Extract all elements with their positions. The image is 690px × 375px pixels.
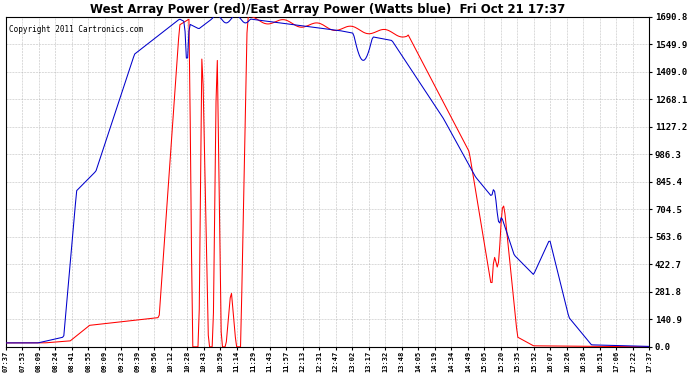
Text: Copyright 2011 Cartronics.com: Copyright 2011 Cartronics.com <box>9 25 143 34</box>
Title: West Array Power (red)/East Array Power (Watts blue)  Fri Oct 21 17:37: West Array Power (red)/East Array Power … <box>90 3 565 16</box>
